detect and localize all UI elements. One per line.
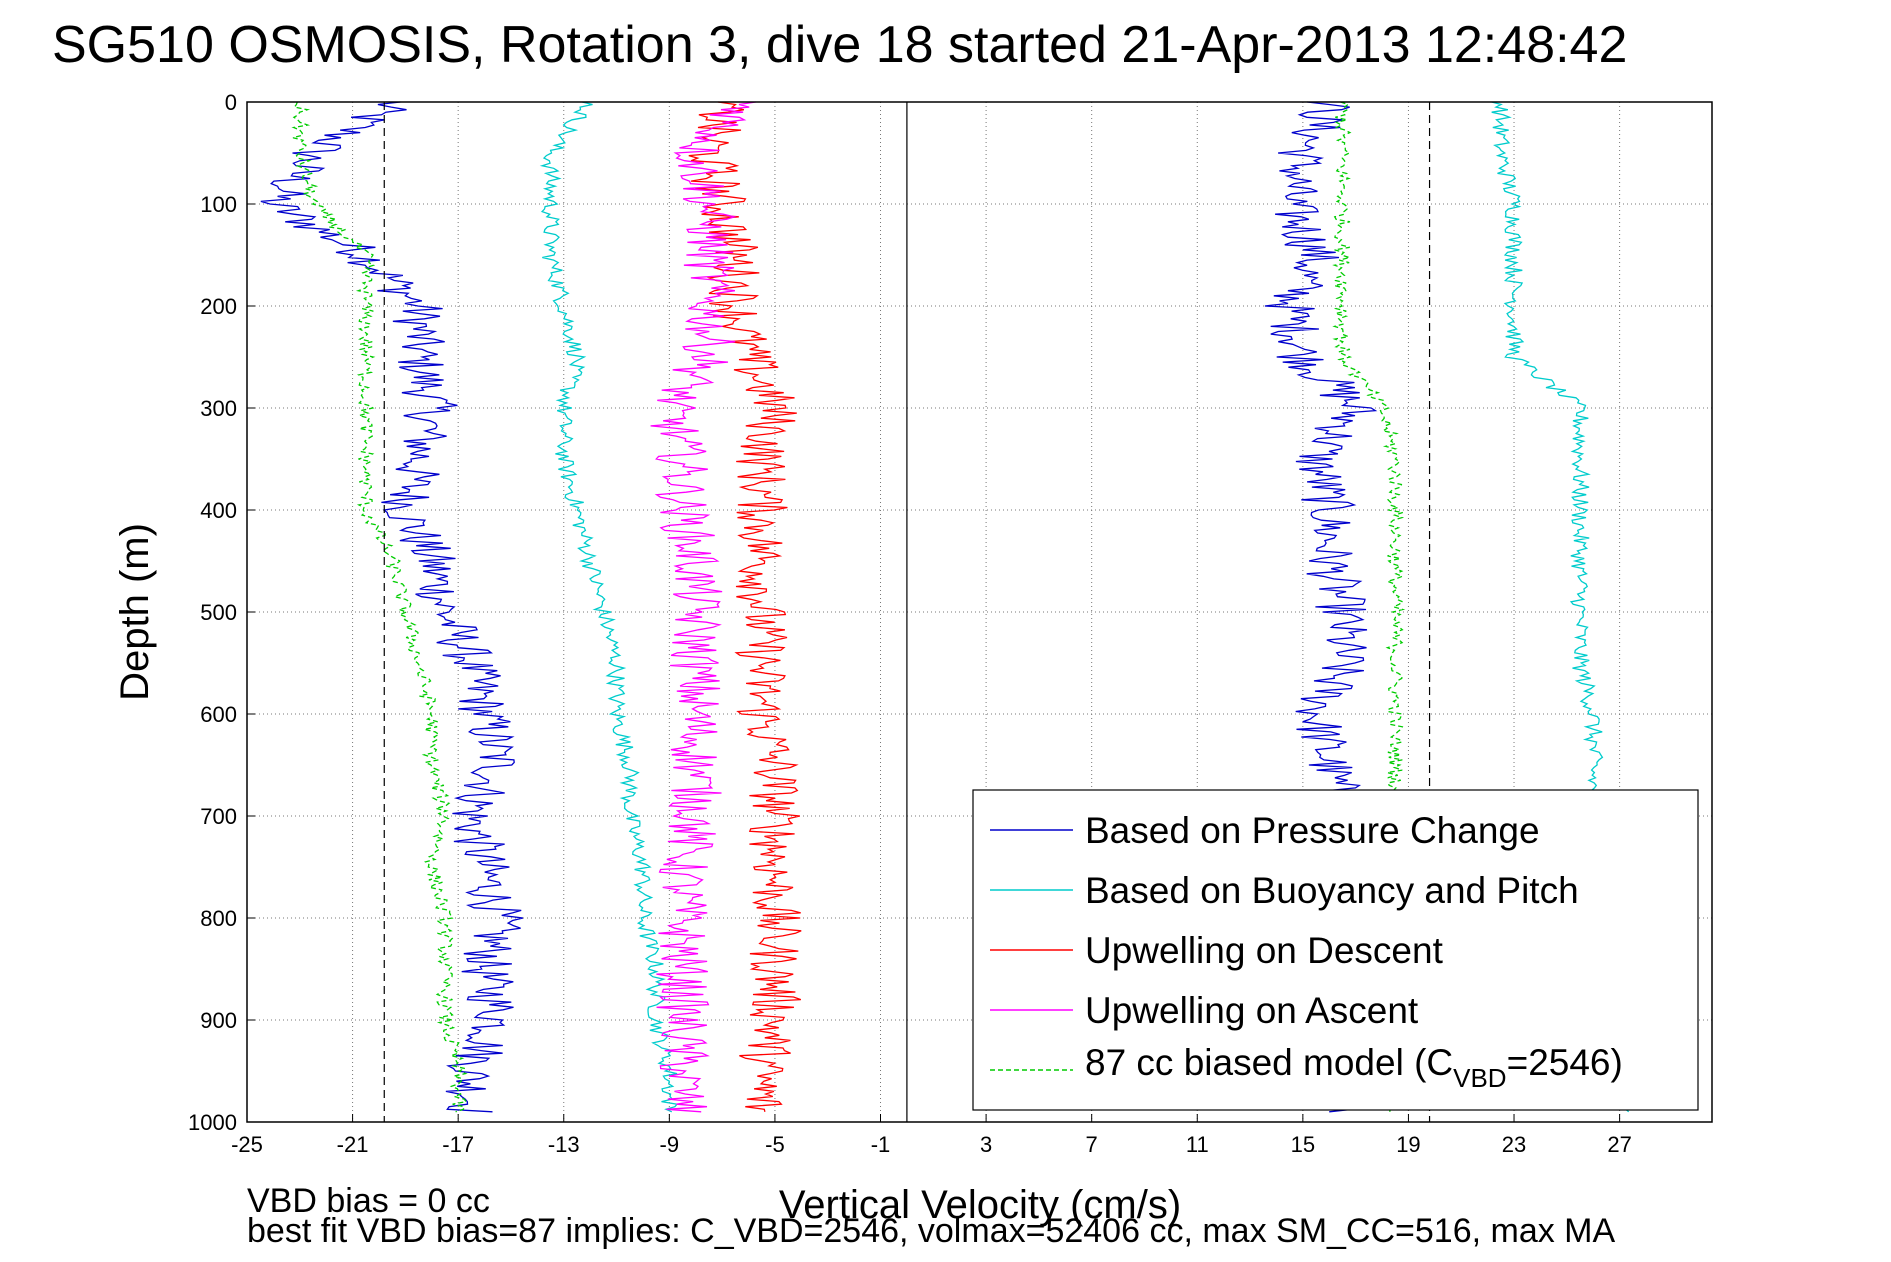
x-axis-label: Vertical Velocity (cm/s) [779,1183,1181,1227]
x-tick-label: -21 [337,1132,369,1157]
footer-vbd-bias: VBD bias = 0 cc [247,1182,490,1220]
legend-label: Upwelling on Descent [1085,930,1444,971]
legend-model-suffix: =2546) [1507,1042,1623,1083]
x-tick-label: 19 [1396,1132,1420,1157]
y-tick-label: 500 [200,600,237,625]
y-tick-label: 0 [225,90,237,115]
legend-box [972,789,1699,1111]
x-tick-label: -1 [871,1132,891,1157]
y-axis-ticks: 0 100 200 300 400 500 600 700 800 900 1000 [188,90,255,1135]
y-tick-label: 100 [200,192,237,217]
x-tick-label: 11 [1186,1132,1209,1157]
legend: Based on Pressure Change Based on Buoyanc… [972,789,1699,1111]
chart-title: SG510 OSMOSIS, Rotation 3, dive 18 start… [52,16,1627,74]
y-tick-label: 400 [200,498,237,523]
series-upwelling-on-ascent [650,101,756,1113]
series-based-on-pressure-change-descent [260,101,524,1113]
x-tick-label: 15 [1291,1132,1315,1157]
y-tick-label: 900 [200,1008,237,1033]
y-tick-label: 600 [200,702,237,727]
y-tick-label: 300 [200,396,237,421]
legend-label: Upwelling on Ascent [1085,990,1419,1031]
y-tick-label: 1000 [188,1110,237,1135]
legend-label-model: 87 cc biased model (CVBD=2546) [1085,1042,1623,1093]
y-tick-label: 200 [200,294,237,319]
x-tick-label: -5 [765,1132,785,1157]
x-tick-label: 27 [1607,1132,1631,1157]
x-tick-label: 3 [980,1132,992,1157]
series-based-on-buoyancy-and-pitch-descent [539,101,679,1113]
x-tick-label: -25 [231,1132,263,1157]
y-tick-label: 800 [200,906,237,931]
x-tick-label: 7 [1086,1132,1098,1157]
x-axis-ticks: -25 -21 -17 -13 -9 -5 -1 3 7 11 15 19 23 27 [231,1114,1632,1157]
legend-label: Based on Buoyancy and Pitch [1085,870,1579,911]
legend-model-subscript: VBD [1453,1063,1506,1093]
y-tick-label: 700 [200,804,237,829]
legend-model-prefix: 87 cc biased model (C [1085,1042,1453,1083]
x-tick-label: -17 [442,1132,474,1157]
legend-label: Based on Pressure Change [1085,810,1540,851]
x-tick-label: -13 [548,1132,580,1157]
x-tick-label: -9 [660,1132,680,1157]
y-axis-label: Depth (m) [113,523,157,701]
footer-best-fit: best fit VBD bias=87 implies: C_VBD=2546… [247,1212,1616,1250]
x-tick-label: 23 [1502,1132,1526,1157]
series-87-cc-biased-model-c-vbd-2546-descent [291,101,468,1113]
